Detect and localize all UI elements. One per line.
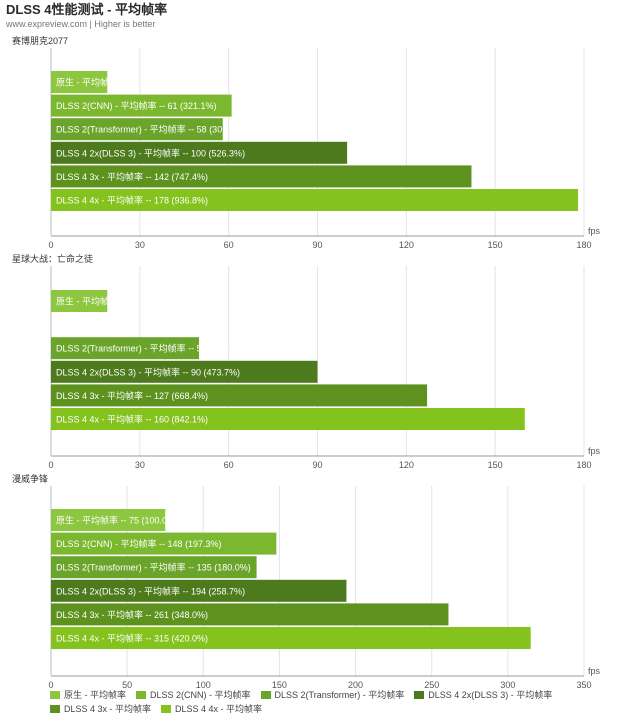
x-tick-label: 150: [488, 240, 503, 250]
bar-data-label: DLSS 4 3x - 平均帧率 -- 127 (668.4%): [56, 390, 208, 401]
chart-title: 赛博朋克2077: [12, 35, 68, 46]
bar: [51, 603, 449, 626]
x-tick-label: 30: [135, 240, 145, 250]
legend-swatch: [414, 691, 425, 699]
bar: [51, 532, 277, 555]
bar-data-label: DLSS 2(Transformer) - 平均帧率 -- 50 (263.2%…: [56, 343, 246, 354]
x-tick-label: 50: [122, 680, 132, 690]
x-tick-label: 120: [399, 460, 414, 470]
legend-swatch: [260, 691, 271, 699]
chart-header: DLSS 4性能测试 - 平均帧率 www.expreview.com | Hi…: [6, 2, 167, 30]
x-tick-label: 350: [576, 680, 591, 690]
unit-label: fps: [588, 666, 601, 676]
x-tick-label: 120: [399, 240, 414, 250]
x-tick-label: 90: [312, 240, 322, 250]
legend-item: DLSS 4 4x - 平均帧率: [161, 702, 262, 716]
page-subtitle: www.expreview.com | Higher is better: [6, 19, 156, 29]
x-tick-label: 30: [135, 460, 145, 470]
bar-data-label: 原生 - 平均帧率 -- 19 (100.0%): [56, 296, 178, 307]
bar-data-label: DLSS 4 3x - 平均帧率 -- 261 (348.0%): [56, 609, 208, 620]
bar: [51, 118, 223, 141]
x-tick-label: 100: [196, 680, 211, 690]
bar: [51, 360, 318, 383]
legend-label: DLSS 4 3x - 平均帧率: [64, 704, 152, 714]
x-tick-label: 0: [48, 460, 53, 470]
x-tick-label: 150: [272, 680, 287, 690]
bar: [51, 141, 348, 164]
x-tick-label: 90: [312, 460, 322, 470]
unit-label: fps: [588, 226, 601, 236]
bar-data-label: DLSS 4 2x(DLSS 3) - 平均帧率 -- 90 (473.7%): [56, 366, 240, 377]
chart-legend: 原生 - 平均帧率 DLSS 2(CNN) - 平均帧率 DLSS 2(Transf…: [50, 688, 630, 716]
legend-label: DLSS 2(CNN) - 平均帧率: [150, 690, 251, 700]
unit-label: fps: [588, 446, 601, 456]
legend-item: DLSS 2(CNN) - 平均帧率: [136, 688, 251, 702]
bar: [51, 290, 108, 312]
bar-data-label: 原生 - 平均帧率 -- 19 (100.0%): [56, 77, 178, 88]
x-tick-label: 0: [48, 240, 53, 250]
x-tick-label: 300: [500, 680, 515, 690]
legend-item: DLSS 2(Transformer) - 平均帧率: [260, 688, 405, 702]
legend-item: DLSS 4 2x(DLSS 3) - 平均帧率: [414, 688, 552, 702]
bar-data-label: DLSS 4 4x - 平均帧率 -- 178 (936.8%): [56, 195, 208, 206]
bar: [51, 189, 579, 211]
bar-data-label: DLSS 4 2x(DLSS 3) - 平均帧率 -- 194 (258.7%): [56, 585, 245, 596]
legend-swatch: [50, 705, 60, 713]
bar-data-label: DLSS 2(CNN) - 平均帧率 -- 148 (197.3%): [56, 538, 222, 549]
bar-data-label: DLSS 2(Transformer) - 平均帧率 -- 58 (305.3%…: [56, 124, 246, 135]
legend-item: DLSS 4 3x - 平均帧率: [50, 702, 151, 716]
x-tick-label: 180: [576, 240, 591, 250]
bar: [51, 71, 108, 93]
bar-data-label: DLSS 4 4x - 平均帧率 -- 160 (842.1%): [56, 414, 208, 425]
bar: [51, 627, 531, 649]
bar-data-label: DLSS 4 4x - 平均帧率 -- 315 (420.0%): [56, 633, 208, 644]
bar-data-label: DLSS 4 2x(DLSS 3) - 平均帧率 -- 100 (526.3%): [56, 147, 245, 158]
chart-title: 漫威争锋: [12, 473, 48, 484]
bar: [51, 556, 257, 579]
legend-swatch: [136, 691, 146, 699]
bar: [51, 408, 525, 430]
legend-swatch: [161, 705, 172, 713]
x-tick-label: 200: [348, 680, 363, 690]
bar-data-label: 原生 - 平均帧率 -- 75 (100.0%): [56, 515, 178, 526]
bar-data-label: DLSS 4 3x - 平均帧率 -- 142 (747.4%): [56, 171, 208, 182]
x-tick-label: 180: [576, 460, 591, 470]
bar-data-label: DLSS 2(Transformer) - 平均帧率 -- 135 (180.0…: [56, 562, 251, 573]
bar: [51, 509, 166, 531]
legend-label: DLSS 2(Transformer) - 平均帧率: [274, 690, 405, 700]
chart-1: 0 30 60 90 120 150 180 fps 赛博朋克2077 原生 - 平均帧率 -- …: [12, 35, 600, 250]
x-tick-label: 250: [424, 680, 439, 690]
bar: [51, 94, 232, 117]
page-title: DLSS 4性能测试 - 平均帧率: [6, 2, 168, 17]
legend-item: 原生 - 平均帧率: [50, 688, 126, 702]
bar: [51, 579, 347, 602]
x-tick-label: 150: [488, 460, 503, 470]
x-tick-label: 60: [224, 240, 234, 250]
legend-swatch: [50, 691, 60, 699]
legend-label: 原生 - 平均帧率: [64, 690, 126, 700]
legend-label: DLSS 4 2x(DLSS 3) - 平均帧率: [428, 690, 553, 700]
bar: [51, 337, 200, 360]
bar-data-label: DLSS 2(CNN) - 平均帧率 -- 61 (321.1%): [56, 100, 217, 111]
legend-label: DLSS 4 4x - 平均帧率: [175, 704, 263, 714]
chart-title: 星球大战：亡命之徒: [12, 253, 93, 264]
x-tick-label: 60: [224, 460, 234, 470]
x-tick-label: 0: [48, 680, 53, 690]
bar: [51, 384, 428, 407]
bar: [51, 165, 472, 188]
